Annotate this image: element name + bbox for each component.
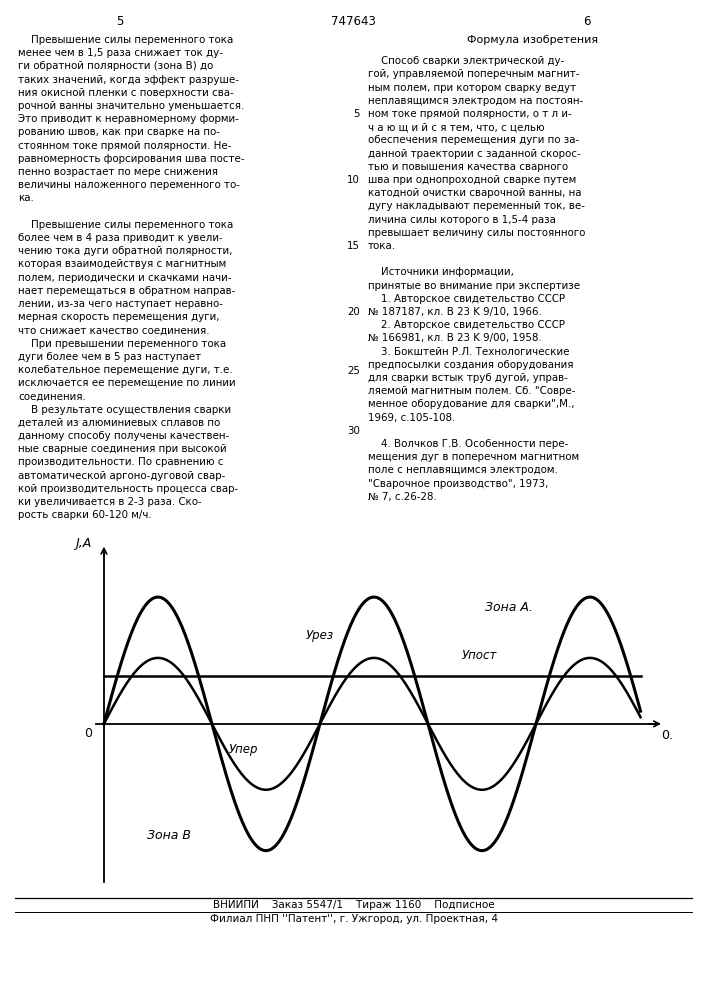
Text: ния окисной пленки с поверхности сва-: ния окисной пленки с поверхности сва- xyxy=(18,88,234,98)
Text: Источники информации,: Источники информации, xyxy=(368,267,514,277)
Text: Упост: Упост xyxy=(462,649,497,662)
Text: производительности. По сравнению с: производительности. По сравнению с xyxy=(18,457,223,467)
Text: что снижает качество соединения.: что снижает качество соединения. xyxy=(18,325,209,335)
Text: ные сварные соединения при высокой: ные сварные соединения при высокой xyxy=(18,444,227,454)
Text: Зона А.: Зона А. xyxy=(485,601,533,614)
Text: 4. Волчков Г.В. Особенности пере-: 4. Волчков Г.В. Особенности пере- xyxy=(368,439,568,449)
Text: ки увеличивается в 2-3 раза. Ско-: ки увеличивается в 2-3 раза. Ско- xyxy=(18,497,201,507)
Text: Превышение силы переменного тока: Превышение силы переменного тока xyxy=(18,220,233,230)
Text: Превышение силы переменного тока: Превышение силы переменного тока xyxy=(18,35,233,45)
Text: № 7, с.26-28.: № 7, с.26-28. xyxy=(368,492,437,502)
Text: Урез: Урез xyxy=(306,629,334,642)
Text: 747643: 747643 xyxy=(331,15,376,28)
Text: лении, из-за чего наступает неравно-: лении, из-за чего наступает неравно- xyxy=(18,299,223,309)
Text: ВНИИПИ    Заказ 5547/1    Тираж 1160    Подписное: ВНИИПИ Заказ 5547/1 Тираж 1160 Подписное xyxy=(213,900,494,910)
Text: автоматической аргоно-дуговой свар-: автоматической аргоно-дуговой свар- xyxy=(18,471,226,481)
Text: поле с неплавящимся электродом.: поле с неплавящимся электродом. xyxy=(368,465,558,475)
Text: нает перемещаться в обратном направ-: нает перемещаться в обратном направ- xyxy=(18,286,235,296)
Text: рость сварки 60-120 м/ч.: рость сварки 60-120 м/ч. xyxy=(18,510,151,520)
Text: 5: 5 xyxy=(354,109,360,119)
Text: личина силы которого в 1,5-4 раза: личина силы которого в 1,5-4 раза xyxy=(368,215,556,225)
Text: ном токе прямой полярности, о т л и-: ном токе прямой полярности, о т л и- xyxy=(368,109,572,119)
Text: ч а ю щ и й с я тем, что, с целью: ч а ю щ и й с я тем, что, с целью xyxy=(368,122,544,132)
Text: более чем в 4 раза приводит к увели-: более чем в 4 раза приводит к увели- xyxy=(18,233,223,243)
Text: Упер: Упер xyxy=(228,743,258,756)
Text: тока.: тока. xyxy=(368,241,396,251)
Text: мерная скорость перемещения дуги,: мерная скорость перемещения дуги, xyxy=(18,312,219,322)
Text: 5: 5 xyxy=(117,15,124,28)
Text: данной траектории с заданной скорос-: данной траектории с заданной скорос- xyxy=(368,149,580,159)
Text: для сварки встык труб дугой, управ-: для сварки встык труб дугой, управ- xyxy=(368,373,568,383)
Text: Филиал ПНП ''Патент'', г. Ужгород, ул. Проектная, 4: Филиал ПНП ''Патент'', г. Ужгород, ул. П… xyxy=(209,914,498,924)
Text: Зона В: Зона В xyxy=(148,829,192,842)
Text: ляемой магнитным полем. Сб. "Совре-: ляемой магнитным полем. Сб. "Совре- xyxy=(368,386,575,396)
Text: колебательное перемещение дуги, т.е.: колебательное перемещение дуги, т.е. xyxy=(18,365,233,375)
Text: рочной ванны значительно уменьшается.: рочной ванны значительно уменьшается. xyxy=(18,101,244,111)
Text: дугу накладывают переменный ток, ве-: дугу накладывают переменный ток, ве- xyxy=(368,201,585,211)
Text: которая взаимодействуя с магнитным: которая взаимодействуя с магнитным xyxy=(18,259,226,269)
Text: неплавящимся электродом на постоян-: неплавящимся электродом на постоян- xyxy=(368,96,583,106)
Text: "Сварочное производство", 1973,: "Сварочное производство", 1973, xyxy=(368,479,549,489)
Text: предпосылки создания оборудования: предпосылки создания оборудования xyxy=(368,360,573,370)
Text: В результате осуществления сварки: В результате осуществления сварки xyxy=(18,405,231,415)
Text: 30: 30 xyxy=(347,426,360,436)
Text: 10: 10 xyxy=(347,175,360,185)
Text: менее чем в 1,5 раза снижает ток ду-: менее чем в 1,5 раза снижает ток ду- xyxy=(18,48,223,58)
Text: гой, управляемой поперечным магнит-: гой, управляемой поперечным магнит- xyxy=(368,69,580,79)
Text: превышает величину силы постоянного: превышает величину силы постоянного xyxy=(368,228,585,238)
Text: принятые во внимание при экспертизе: принятые во внимание при экспертизе xyxy=(368,281,580,291)
Text: ка.: ка. xyxy=(18,193,34,203)
Text: рованию швов, как при сварке на по-: рованию швов, как при сварке на по- xyxy=(18,127,220,137)
Text: 6: 6 xyxy=(583,15,590,28)
Text: 20: 20 xyxy=(347,307,360,317)
Text: ным полем, при котором сварку ведут: ным полем, при котором сварку ведут xyxy=(368,83,576,93)
Text: 1. Авторское свидетельство СССР: 1. Авторское свидетельство СССР xyxy=(368,294,565,304)
Text: При превышении переменного тока: При превышении переменного тока xyxy=(18,339,226,349)
Text: 2. Авторское свидетельство СССР: 2. Авторское свидетельство СССР xyxy=(368,320,565,330)
Text: полем, периодически и скачками начи-: полем, периодически и скачками начи- xyxy=(18,273,231,283)
Text: исключается ее перемещение по линии: исключается ее перемещение по линии xyxy=(18,378,235,388)
Text: J,A: J,A xyxy=(75,537,91,550)
Text: Это приводит к неравномерному форми-: Это приводит к неравномерному форми- xyxy=(18,114,239,124)
Text: Формула изобретения: Формула изобретения xyxy=(467,35,599,45)
Text: кой производительность процесса свар-: кой производительность процесса свар- xyxy=(18,484,238,494)
Text: 0.: 0. xyxy=(661,729,673,742)
Text: 1969, с.105-108.: 1969, с.105-108. xyxy=(368,413,455,423)
Text: 3. Бокштейн Р.Л. Технологические: 3. Бокштейн Р.Л. Технологические xyxy=(368,347,570,357)
Text: деталей из алюминиевых сплавов по: деталей из алюминиевых сплавов по xyxy=(18,418,221,428)
Text: шва при однопроходной сварке путем: шва при однопроходной сварке путем xyxy=(368,175,576,185)
Text: пенно возрастает по мере снижения: пенно возрастает по мере снижения xyxy=(18,167,218,177)
Text: катодной очистки сварочной ванны, на: катодной очистки сварочной ванны, на xyxy=(368,188,581,198)
Text: менное оборудование для сварки",М.,: менное оборудование для сварки",М., xyxy=(368,399,575,409)
Text: таких значений, когда эффект разруше-: таких значений, когда эффект разруше- xyxy=(18,75,239,85)
Text: равномерность форсирования шва посте-: равномерность форсирования шва посте- xyxy=(18,154,245,164)
Text: тью и повышения качества сварного: тью и повышения качества сварного xyxy=(368,162,568,172)
Text: мещения дуг в поперечном магнитном: мещения дуг в поперечном магнитном xyxy=(368,452,579,462)
Text: данному способу получены качествен-: данному способу получены качествен- xyxy=(18,431,229,441)
Text: величины наложенного переменного то-: величины наложенного переменного то- xyxy=(18,180,240,190)
Text: Способ сварки электрической ду-: Способ сварки электрической ду- xyxy=(368,56,564,66)
Text: дуги более чем в 5 раз наступает: дуги более чем в 5 раз наступает xyxy=(18,352,201,362)
Text: № 187187, кл. B 23 K 9/10, 1966.: № 187187, кл. B 23 K 9/10, 1966. xyxy=(368,307,542,317)
Text: чению тока дуги обратной полярности,: чению тока дуги обратной полярности, xyxy=(18,246,233,256)
Text: № 166981, кл. B 23 K 9/00, 1958.: № 166981, кл. B 23 K 9/00, 1958. xyxy=(368,333,542,343)
Text: 0: 0 xyxy=(84,727,93,740)
Text: обеспечения перемещения дуги по за-: обеспечения перемещения дуги по за- xyxy=(368,135,579,145)
Text: ги обратной полярности (зона B) до: ги обратной полярности (зона B) до xyxy=(18,61,214,71)
Text: стоянном токе прямой полярности. Не-: стоянном токе прямой полярности. Не- xyxy=(18,141,231,151)
Text: 15: 15 xyxy=(347,241,360,251)
Text: соединения.: соединения. xyxy=(18,391,86,401)
Text: 25: 25 xyxy=(347,366,360,376)
